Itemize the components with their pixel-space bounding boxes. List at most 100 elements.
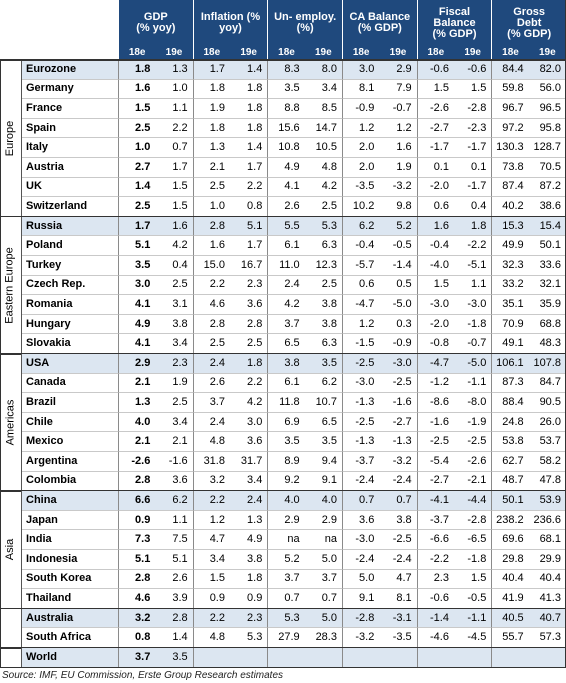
value-cell: 3.8 [379, 511, 417, 531]
value-cell: 4.9 [118, 314, 156, 335]
value-cell: 2.6 [192, 373, 230, 394]
value-cell: -2.5 [379, 530, 417, 550]
value-cell: 0.9 [192, 589, 230, 609]
value-cell: -1.4 [416, 608, 454, 629]
country-name: Colombia [22, 472, 118, 492]
value-cell: 3.5 [118, 256, 156, 276]
country-name: Switzerland [22, 197, 118, 217]
region-cell: Europe [0, 60, 22, 217]
value-cell: -2.0 [416, 314, 454, 335]
value-cell: 8.3 [267, 60, 305, 80]
group-separator [0, 353, 566, 355]
value-cell: 8.5 [304, 99, 342, 119]
value-cell: 128.7 [528, 138, 566, 158]
value-cell: 2.1 [118, 373, 156, 394]
value-cell: 2.4 [192, 412, 230, 433]
value-cell: 3.4 [155, 413, 193, 433]
header-line: GDP [143, 11, 168, 23]
country-name: Russia [22, 216, 118, 237]
region-cell [0, 648, 22, 668]
value-cell: 0.1 [454, 158, 492, 178]
country-name: South Africa [22, 628, 118, 648]
value-cell: -0.6 [416, 60, 454, 80]
value-cell: 4.0 [304, 491, 342, 511]
value-cell: 6.2 [304, 374, 342, 394]
value-cell: 3.8 [304, 315, 342, 335]
value-cell: 5.2 [379, 216, 417, 237]
value-cell: 6.3 [304, 236, 342, 256]
value-cell: -3.5 [342, 177, 380, 198]
value-cell: 58.2 [528, 452, 566, 472]
value-cell: -2.4 [379, 550, 417, 570]
value-cell [491, 648, 529, 668]
value-cell: 73.8 [491, 158, 529, 178]
value-cell: -3.7 [416, 510, 454, 531]
value-cell: 1.8 [230, 570, 268, 590]
value-cell: 41.9 [491, 589, 529, 609]
value-cell: 2.0 [342, 158, 380, 178]
value-cell: 130.3 [491, 138, 529, 158]
value-cell: 0.7 [155, 138, 193, 158]
value-cell: 2.6 [267, 197, 305, 217]
value-cell: -2.7 [416, 471, 454, 492]
value-cell: 2.8 [118, 569, 156, 590]
value-cell: -3.7 [342, 452, 380, 472]
value-cell: 11.8 [267, 393, 305, 413]
value-cell: -3.1 [379, 608, 417, 629]
value-cell: -5.7 [342, 256, 380, 276]
value-cell: -1.3 [342, 432, 380, 452]
value-cell: -1.6 [155, 452, 193, 472]
value-cell: 3.5 [304, 432, 342, 452]
country-name: Slovakia [22, 334, 118, 354]
sub-header: 19e [155, 46, 193, 59]
value-cell: 9.4 [304, 452, 342, 472]
header-line: (% GDP) [357, 22, 402, 34]
value-cell: 32.1 [528, 276, 566, 296]
country-name: Australia [22, 608, 118, 629]
value-cell: -2.4 [342, 550, 380, 570]
value-cell: -5.4 [416, 452, 454, 472]
value-cell: 2.1 [192, 158, 230, 178]
value-cell [304, 648, 342, 668]
value-cell: 4.7 [192, 530, 230, 550]
value-cell: -2.0 [416, 177, 454, 198]
country-name: Canada [22, 374, 118, 394]
value-cell: 31.8 [192, 452, 230, 472]
value-cell: 6.5 [304, 413, 342, 433]
sub-header: 19e [528, 46, 566, 59]
value-cell: 1.1 [454, 276, 492, 296]
header-line: Fiscal [438, 5, 471, 18]
country-name: Romania [22, 295, 118, 315]
value-cell: 88.4 [491, 393, 529, 413]
value-cell: 3.4 [155, 334, 193, 354]
value-cell: 3.6 [342, 510, 380, 531]
value-cell: 2.5 [192, 334, 230, 354]
value-cell: 0.5 [379, 276, 417, 296]
value-cell: 2.3 [230, 276, 268, 296]
country-name: Brazil [22, 393, 118, 413]
value-cell: 4.6 [118, 589, 156, 609]
value-cell: 1.0 [155, 80, 193, 100]
value-cell: 1.5 [454, 570, 492, 590]
value-cell: 3.0 [230, 413, 268, 433]
value-cell: 1.8 [230, 99, 268, 119]
value-cell: 1.5 [454, 80, 492, 100]
value-cell: -4.0 [416, 256, 454, 276]
value-cell: 68.8 [528, 315, 566, 335]
value-cell: 2.2 [192, 275, 230, 296]
top-rule [0, 59, 566, 61]
value-cell: 87.4 [491, 177, 529, 198]
value-cell: 4.8 [192, 432, 230, 452]
value-cell: 2.2 [192, 491, 230, 511]
value-cell: -1.5 [342, 334, 380, 354]
value-cell: 1.3 [192, 138, 230, 158]
region-cell [0, 608, 22, 648]
value-cell: 3.7 [304, 570, 342, 590]
value-cell: -8.6 [416, 393, 454, 413]
value-cell: 4.0 [118, 412, 156, 433]
value-cell: 3.4 [192, 550, 230, 570]
value-cell: 84.7 [528, 374, 566, 394]
region-label: Eastern Europe [4, 247, 16, 324]
value-cell: 56.0 [528, 80, 566, 100]
value-cell: 7.5 [155, 530, 193, 550]
